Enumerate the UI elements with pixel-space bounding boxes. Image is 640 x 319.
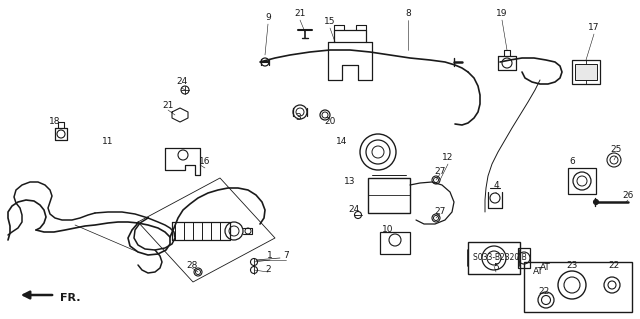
Text: 8: 8 [405,10,411,19]
Bar [568,168,596,194]
Bar [575,64,597,80]
Text: 5: 5 [493,263,499,272]
Bar [518,248,530,268]
Text: 27: 27 [435,167,445,176]
Text: 20: 20 [324,117,336,127]
Text: 19: 19 [496,10,508,19]
Text: 24: 24 [348,205,360,214]
Bar [368,178,410,213]
Text: 13: 13 [344,177,356,187]
Text: FR.: FR. [60,293,81,303]
Text: 26: 26 [622,191,634,201]
Text: 22: 22 [609,262,620,271]
Bar [524,262,632,312]
Text: 28: 28 [186,262,198,271]
Text: 22: 22 [538,287,550,296]
Text: 6: 6 [569,158,575,167]
Text: 24: 24 [177,78,188,86]
Text: 7: 7 [283,251,289,261]
Text: 16: 16 [199,158,211,167]
Bar [468,242,520,274]
Text: 4: 4 [493,182,499,190]
Text: 10: 10 [382,226,394,234]
Text: AT: AT [532,268,543,277]
Text: 23: 23 [566,262,578,271]
Text: 2: 2 [265,265,271,275]
Text: 11: 11 [102,137,114,146]
Text: S033-B2320 B: S033-B2320 B [473,253,527,262]
Text: 15: 15 [324,18,336,26]
Text: 3: 3 [295,114,301,122]
Text: 14: 14 [336,137,348,146]
Text: 17: 17 [588,24,600,33]
Text: 21: 21 [294,10,306,19]
Text: AT: AT [540,263,550,272]
Bar [380,232,410,254]
Text: 21: 21 [163,100,173,109]
Text: 1: 1 [267,251,273,261]
Text: 9: 9 [265,13,271,23]
Text: 25: 25 [611,145,621,154]
Text: 12: 12 [442,153,454,162]
Bar [572,60,600,84]
Circle shape [593,199,598,204]
Text: 18: 18 [49,117,61,127]
Text: 27: 27 [435,207,445,217]
